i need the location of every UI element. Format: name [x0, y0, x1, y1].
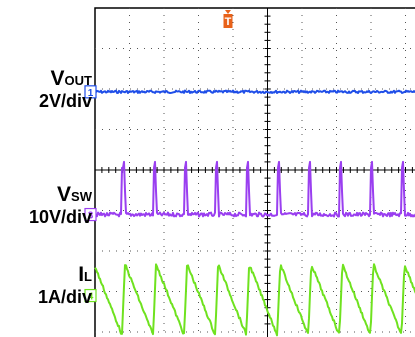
- channel-3-marker-text: 3: [88, 211, 94, 222]
- trace-channel-4: [94, 263, 415, 337]
- channel-4-marker: [84, 288, 97, 303]
- trigger-arrow: [225, 10, 231, 14]
- graticule: [94, 7, 415, 337]
- trigger-marker: [223, 14, 233, 28]
- traces: [94, 89, 415, 337]
- trace-channel-3: [94, 160, 415, 218]
- channel-3-marker: [84, 207, 97, 222]
- channel-1-label: VOUT 2V/div: [4, 68, 92, 111]
- channel-1-scale: 2V/div: [38, 91, 92, 111]
- channel-4-marker-text: 4: [88, 292, 94, 303]
- trace-channel-1: [94, 89, 415, 94]
- channel-4-label: IL 1A/div: [4, 264, 92, 307]
- trigger-marker-text: T: [225, 16, 232, 28]
- channel-1-marker-text: 1: [88, 88, 94, 99]
- channel-markers: 1 3 4 T: [84, 10, 233, 303]
- channel-3-scale: 10V/div: [28, 207, 92, 227]
- plot-frame: [94, 7, 415, 337]
- channel-1-marker: [84, 85, 97, 99]
- channel-4-scale: 1A/div: [37, 287, 92, 307]
- channel-3-label: VSW 10V/div: [4, 184, 92, 227]
